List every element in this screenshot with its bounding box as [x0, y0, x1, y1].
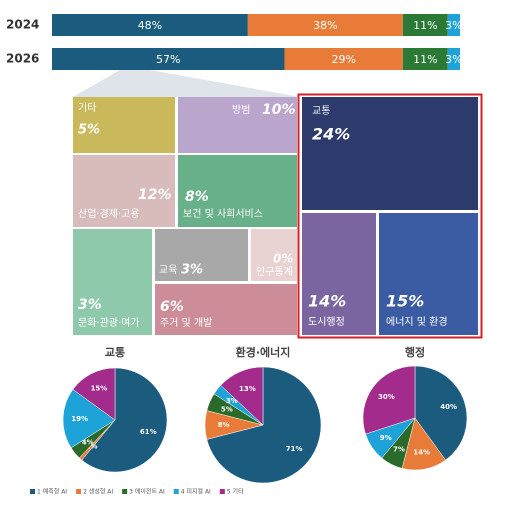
tile-label: 산업·경제·고용 — [78, 207, 140, 220]
bar-segment — [284, 48, 403, 70]
pie-slice — [81, 367, 168, 473]
pie-value-label: 8% — [218, 421, 230, 429]
bar-segment — [52, 48, 285, 70]
pie-value-label: 7% — [393, 446, 405, 454]
bar-value-label: 11% — [413, 19, 437, 32]
pie-value-label: 5% — [221, 405, 233, 413]
tile-value-label: 15% — [386, 292, 424, 311]
legend-swatch — [219, 489, 225, 494]
treemap-tile — [178, 97, 297, 153]
bar-value-label: 3% — [445, 53, 462, 66]
pie-value-label: 19% — [71, 415, 88, 423]
year-label: 2026 — [6, 52, 39, 66]
treemap-tile — [155, 229, 248, 281]
treemap-tile — [302, 97, 478, 210]
year-label: 2024 — [6, 18, 39, 32]
bar-value-label: 57% — [156, 53, 180, 66]
bar-segment — [447, 48, 460, 70]
tile-value-label: 3% — [78, 297, 102, 313]
bar-segment — [447, 14, 460, 36]
tile-label: 교육 — [159, 264, 177, 276]
tile-label: 교통 — [312, 105, 330, 117]
pie-value-label: 3% — [226, 397, 238, 405]
tile-value-label: 0% — [273, 252, 293, 266]
pie-title: 교통 — [105, 346, 125, 359]
treemap-tile — [155, 284, 297, 335]
highlight-frame — [297, 93, 483, 339]
pie-value-label: 40% — [440, 403, 457, 411]
tile-label: 문화·관광·여가 — [78, 317, 140, 329]
legend-label: 5 기타 — [227, 488, 244, 496]
treemap-tile — [178, 155, 297, 227]
legend-label: 4 피지컬 AI — [181, 488, 211, 496]
pie-value-label: 1% — [86, 443, 98, 451]
pie-value-label: 15% — [91, 384, 108, 392]
treemap-tile — [73, 97, 175, 153]
pie-slice — [72, 367, 116, 421]
bar-value-label: 38% — [313, 19, 337, 32]
bar-segment — [52, 14, 248, 36]
bar-value-label: 48% — [138, 19, 162, 32]
tile-value-label: 24% — [312, 125, 350, 144]
pie-slice — [62, 389, 116, 449]
legend-label: 1 예측형 AI — [37, 488, 67, 496]
tile-value-label: 3% — [181, 263, 203, 278]
pie-slice — [362, 365, 416, 435]
tile-value-label: 10% — [262, 102, 296, 118]
tile-value-label: 5% — [78, 123, 100, 138]
tile-label: 보건 및 사회서비스 — [183, 208, 263, 220]
tile-value-label: 8% — [185, 189, 209, 205]
tile-label: 인구통계 — [256, 266, 293, 278]
pie-title: 행정 — [405, 345, 425, 359]
bar-value-label: 11% — [413, 53, 437, 66]
legend-swatch — [30, 489, 35, 494]
bar-segment — [402, 14, 448, 36]
pie-value-label: 9% — [380, 434, 392, 442]
pie-title: 환경·에너지 — [236, 345, 291, 359]
bar-segment — [247, 14, 403, 36]
tile-value-label: 12% — [138, 187, 172, 203]
tile-label: 방범 — [232, 104, 250, 116]
tile-label: 에너지 및 환경 — [386, 315, 448, 328]
legend-label: 3 에이전트 AI — [129, 488, 165, 496]
pie-slice — [206, 366, 322, 484]
tile-label: 도시행정 — [308, 316, 345, 328]
pie-value-label: 14% — [413, 449, 430, 457]
pie-value-label: 13% — [239, 385, 256, 393]
pie-value-label: 30% — [378, 393, 395, 401]
pie-slice — [414, 365, 468, 461]
pie-slice — [220, 366, 264, 426]
treemap-tile — [73, 155, 175, 227]
tile-value-label: 14% — [308, 292, 346, 311]
legend-swatch — [122, 489, 128, 494]
tile-value-label: 6% — [160, 299, 184, 315]
tile-label: 기타 — [78, 102, 96, 114]
treemap-tile — [73, 229, 152, 335]
connector — [73, 70, 300, 97]
bar-value-label: 3% — [445, 19, 462, 32]
pie-value-label: 71% — [286, 445, 303, 453]
treemap-tile — [379, 213, 478, 335]
tile-label: 주거 및 개발 — [160, 317, 212, 329]
pie-value-label: 61% — [140, 428, 157, 436]
treemap-tile — [251, 229, 297, 281]
legend-swatch — [173, 489, 179, 494]
treemap-tile — [302, 213, 376, 335]
legend-swatch — [76, 489, 82, 494]
bar-value-label: 29% — [331, 53, 355, 66]
bar-segment — [402, 48, 448, 70]
legend-label: 2 생성형 AI — [83, 488, 113, 496]
pie-value-label: 4% — [82, 439, 94, 447]
